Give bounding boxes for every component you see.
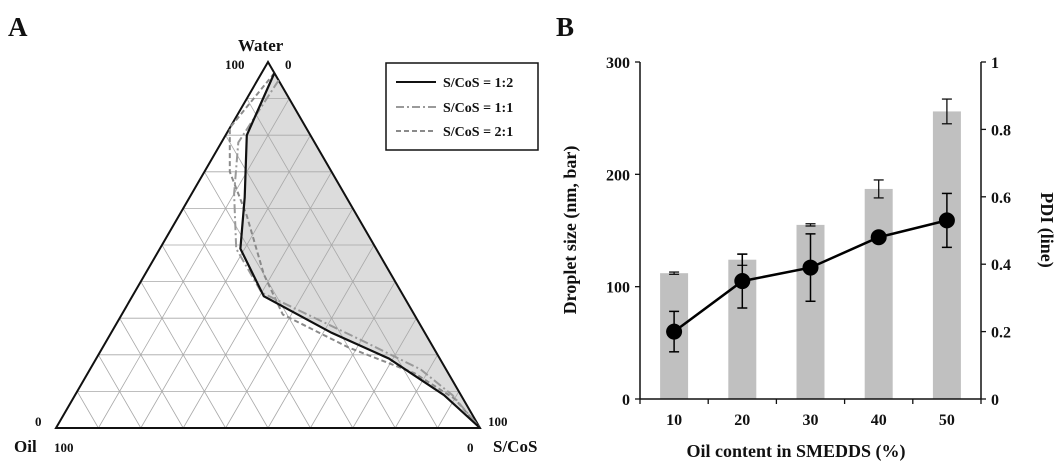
tick-labels: 0 100 200 300 0 0.2 0.4 0.6 0.8 1 10 20 30 40 50 <box>606 55 1011 429</box>
ternary-grid-line <box>267 244 375 429</box>
pdi-point <box>938 212 955 229</box>
ternary-grid-line <box>352 317 417 429</box>
ternary-grid-line <box>140 281 226 429</box>
ternary-grid-line <box>394 354 438 429</box>
axes <box>635 61 986 404</box>
corner-tick-water-0: 0 <box>285 57 292 72</box>
ternary-grid-line <box>119 317 184 429</box>
bar <box>864 188 893 399</box>
ternary-curve <box>228 72 481 429</box>
bar <box>932 111 961 399</box>
panel-b-letter: B <box>556 12 574 42</box>
miscible-region <box>240 72 480 428</box>
x-tick-label: 50 <box>939 412 955 429</box>
legend-label-2-1: S/CoS = 2:1 <box>443 125 513 140</box>
legend-box <box>385 62 539 151</box>
corner-tick-water-100: 100 <box>225 57 245 72</box>
y2-tick-label: 0.6 <box>991 190 1011 207</box>
legend-label-1-1: S/CoS = 1:1 <box>443 101 513 116</box>
pdi-point <box>802 259 819 276</box>
ternary-frame <box>54 60 482 429</box>
corner-tick-oil-100: 100 <box>54 440 74 455</box>
y-tick-label: 300 <box>606 55 630 72</box>
corner-tick-scos-100: 100 <box>488 414 508 429</box>
y-tick-label: 200 <box>606 167 630 184</box>
pdi-points <box>666 212 955 340</box>
x-tick-label: 30 <box>803 412 819 429</box>
ternary-grid-line <box>310 281 396 429</box>
pdi-point <box>666 323 683 340</box>
ternary-grid-line <box>182 171 332 429</box>
vertex-label-scos: S/CoS <box>493 437 537 456</box>
ternary-grid-line <box>204 171 354 429</box>
legend: S/CoS = 1:2 S/CoS = 1:1 S/CoS = 2:1 <box>385 62 539 151</box>
vertex-label-oil: Oil <box>14 437 37 456</box>
pdi-point <box>870 229 887 246</box>
x-tick-label: 40 <box>871 412 887 429</box>
y2-tick-label: 1 <box>991 55 999 72</box>
x-tick-label: 10 <box>666 412 682 429</box>
y-tick-label: 100 <box>606 280 630 297</box>
corner-tick-scos-0: 0 <box>467 440 474 455</box>
y2-tick-label: 0 <box>991 392 999 409</box>
y-tick-label: 0 <box>622 392 630 409</box>
y2-tick-label: 0.4 <box>991 257 1011 274</box>
y2-tick-label: 0.8 <box>991 122 1011 139</box>
corner-tick-oil-0: 0 <box>35 414 42 429</box>
x-axis-label: Oil content in SMEDDS (%) <box>686 441 905 461</box>
ternary-grid-line <box>437 391 460 429</box>
bars <box>660 111 961 399</box>
ternary-grid-line <box>161 244 269 429</box>
ternary-grid-line <box>98 354 142 429</box>
legend-label-1-2: S/CoS = 1:2 <box>443 76 513 91</box>
y-axis-label: Droplet size (nm, bar) <box>560 146 581 315</box>
ternary-series <box>228 72 481 429</box>
bar-error-bars <box>669 98 952 275</box>
ternary-curve <box>233 79 481 429</box>
ternary-grid-line <box>76 391 99 429</box>
ternary-grid-line <box>246 98 438 429</box>
y2-tick-label: 0.2 <box>991 325 1011 342</box>
vertex-label-water: Water <box>238 36 284 55</box>
bar-chart: 0 100 200 300 0 0.2 0.4 0.6 0.8 1 10 20 30 40 50 <box>606 55 1011 429</box>
panel-a-letter: A <box>8 12 28 42</box>
ternary-curve <box>239 72 481 429</box>
y2-axis-label: PDI (line) <box>1036 192 1057 268</box>
pdi-point <box>734 273 751 290</box>
ternary-plot <box>54 60 482 429</box>
ternary-grid-line <box>98 98 290 429</box>
x-tick-label: 20 <box>734 412 750 429</box>
